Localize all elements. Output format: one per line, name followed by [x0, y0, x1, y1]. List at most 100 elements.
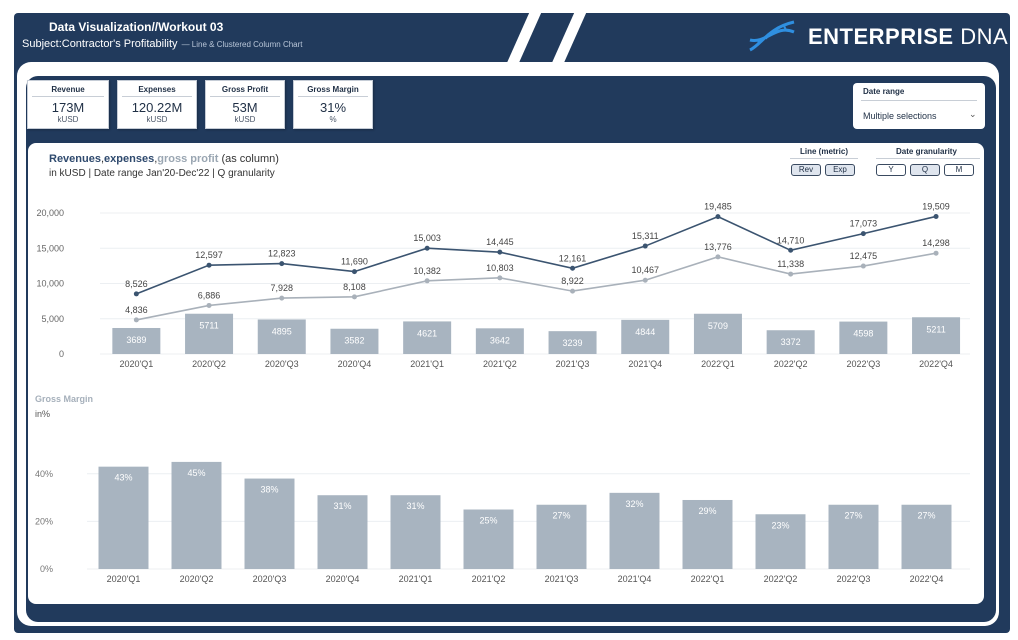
x-tick-label: 2021'Q2 — [483, 359, 517, 369]
kpi-label: Gross Profit — [210, 81, 280, 97]
bar-data-label: 27% — [552, 511, 570, 521]
y-tick-label: 10,000 — [36, 279, 64, 289]
x-tick-label: 2022'Q3 — [837, 574, 871, 584]
gross-profit-bar — [839, 321, 888, 354]
x-tick-label: 2022'Q4 — [919, 359, 953, 369]
x-tick-label: 2021'Q3 — [556, 359, 590, 369]
gross-profit-bar — [112, 327, 161, 354]
line-metric-rev-button[interactable]: Rev — [791, 164, 821, 176]
bar-data-label: 43% — [114, 473, 132, 483]
x-tick-label: 2022'Q1 — [701, 359, 735, 369]
line-metric-label: Line (metric) — [800, 147, 849, 156]
granularity-q-button[interactable]: Q — [910, 164, 940, 176]
revenue-point — [642, 243, 648, 249]
bar-data-label: 38% — [260, 485, 278, 495]
revenue-data-label: 14,445 — [486, 237, 514, 247]
x-tick-label: 2020'Q2 — [180, 574, 214, 584]
line-metric-exp-button[interactable]: Exp — [825, 164, 855, 176]
gross-margin-bar — [244, 478, 295, 569]
x-tick-label: 2021'Q1 — [399, 574, 433, 584]
y-tick-label: 0 — [59, 349, 64, 359]
granularity-y-button[interactable]: Y — [876, 164, 906, 176]
x-tick-label: 2022'Q4 — [910, 574, 944, 584]
bar-data-label: 31% — [333, 501, 351, 511]
expenses-point — [206, 302, 212, 308]
brand-logo-text: ENTERPRISE DNA — [808, 24, 1008, 50]
gross-margin-chart: 0% 20% 40% 43% 2020'Q1 45% 2020'Q2 38% 2020'Q3 31… — [35, 461, 970, 584]
subject-note: — Line & Clustered Column Chart — [181, 40, 303, 49]
revenue-point — [933, 213, 939, 219]
x-tick-label: 2021'Q4 — [628, 359, 662, 369]
date-range-slicer[interactable]: Date range Multiple selections ⌄ — [853, 83, 985, 129]
x-tick-label: 2021'Q2 — [472, 574, 506, 584]
bar-data-label: 3239 — [563, 338, 583, 348]
bar-data-label: 5711 — [199, 321, 218, 331]
kpi-card-expenses: Expenses 120.22M kUSD — [117, 80, 197, 129]
revenue-point — [351, 269, 357, 275]
page-subject: Subject:Contractor's Profitability — Line… — [22, 38, 303, 50]
revenue-data-label: 19,509 — [922, 201, 950, 211]
gross-margin-unit: in% — [35, 409, 51, 419]
x-tick-label: 2022'Q3 — [846, 359, 880, 369]
expenses-point — [133, 317, 139, 323]
title-suffix: (as column) — [218, 153, 279, 165]
divider — [861, 100, 977, 101]
kpi-card-gross-profit: Gross Profit 53M kUSD — [205, 80, 285, 129]
gross-margin-bar — [536, 504, 587, 569]
revenue-point — [788, 247, 794, 253]
title-sep: , — [100, 153, 105, 165]
y-tick-label: 40% — [35, 469, 53, 479]
expenses-data-label: 10,467 — [631, 265, 659, 275]
bar-data-label: 29% — [698, 506, 716, 516]
revenue-data-label: 15,311 — [632, 231, 659, 241]
revenue-point — [715, 214, 721, 220]
x-tick-label: 2022'Q2 — [774, 359, 808, 369]
x-tick-label: 2020'Q4 — [338, 359, 372, 369]
gross-margin-bar — [98, 466, 149, 569]
expenses-point — [497, 275, 503, 281]
chevron-down-icon[interactable]: ⌄ — [969, 109, 977, 119]
bar-data-label: 27% — [844, 511, 862, 521]
x-tick-label: 2021'Q4 — [618, 574, 652, 584]
gross-margin-bar — [901, 504, 952, 569]
revenue-point — [279, 261, 285, 267]
kpi-label: Gross Margin — [298, 81, 368, 97]
brand-bold: ENTERPRISE — [808, 24, 954, 49]
revenue-point — [497, 249, 503, 255]
expenses-data-label: 4,836 — [125, 305, 148, 315]
revenue-point — [570, 265, 576, 271]
gross-margin-bar — [390, 495, 441, 569]
expenses-point — [788, 271, 794, 277]
revenue-line — [136, 215, 937, 295]
title-sep: , — [154, 153, 158, 165]
kpi-card-gross-margin: Gross Margin 31% % — [293, 80, 373, 129]
x-tick-label: 2020'Q4 — [326, 574, 360, 584]
bar-data-label: 4598 — [853, 329, 873, 339]
y-tick-label: 20,000 — [36, 208, 64, 218]
granularity-m-button[interactable]: M — [944, 164, 974, 176]
y-tick-label: 20% — [35, 516, 53, 526]
gross-profit-bar — [185, 313, 234, 354]
gross-margin-bar — [682, 499, 733, 569]
kpi-value: 31% — [319, 100, 347, 115]
bar-data-label: 27% — [917, 511, 935, 521]
date-range-value[interactable]: Multiple selections — [863, 111, 937, 121]
revenue-point — [860, 231, 866, 237]
expenses-point — [424, 278, 430, 284]
revenue-point — [133, 291, 139, 297]
chart-subtitle: in kUSD | Date range Jan'20-Dec'22 | Q g… — [49, 168, 275, 179]
date-range-label: Date range — [863, 87, 905, 96]
bar-data-label: 4844 — [635, 327, 655, 337]
gross-margin-bar — [609, 492, 660, 569]
revenue-expense-chart: 0 5,000 10,000 15,000 20,000 3689 5711 4895 3582… — [36, 201, 970, 369]
expenses-data-label: 12,475 — [850, 251, 878, 261]
gross-margin-bar — [463, 509, 514, 569]
expenses-point — [279, 295, 285, 301]
expenses-data-label: 8,922 — [561, 276, 584, 286]
gross-margin-bar — [317, 495, 368, 569]
kpi-unit: kUSD — [57, 115, 79, 124]
kpi-value: 53M — [232, 100, 258, 115]
granularity-label: Date granularity — [896, 147, 957, 156]
x-tick-label: 2020'Q3 — [265, 359, 299, 369]
gross-profit-bar — [475, 328, 524, 354]
